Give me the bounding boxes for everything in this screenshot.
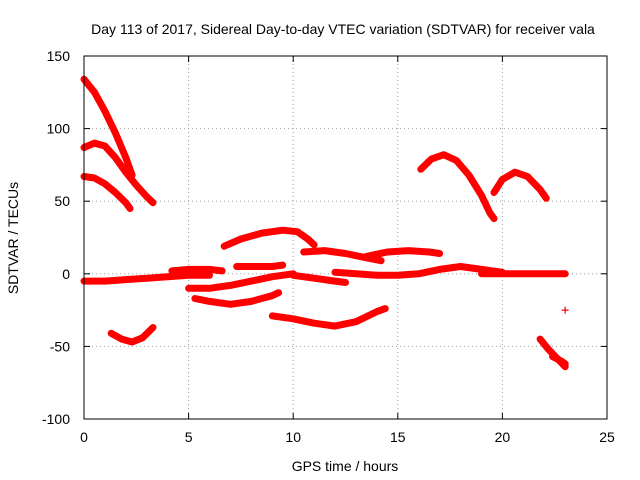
plot-frame [83, 55, 608, 420]
series-arc-03 [80, 173, 134, 212]
y-tick-label: 150 [47, 48, 71, 64]
y-tick-label: 100 [47, 121, 71, 137]
series-arc-11 [268, 305, 389, 330]
series-arc-20 [549, 353, 569, 368]
axis-ticks: 0 5 10 15 20 25 -100 -50 0 50 100 150 [42, 48, 615, 445]
x-axis-label: GPS time / hours [292, 458, 399, 474]
x-tick-label: 10 [285, 429, 301, 445]
series-arc-17 [490, 168, 550, 202]
series-arc-15 [362, 247, 444, 260]
series-arc-14 [331, 263, 506, 279]
series-arc-06 [168, 265, 226, 275]
series-arc-08 [191, 289, 283, 308]
series-arc-05 [107, 324, 157, 346]
x-tick-label: 25 [599, 429, 615, 445]
series-arc-13 [289, 271, 349, 286]
data-series [80, 75, 569, 371]
x-tick-label: 0 [80, 429, 88, 445]
y-tick-label: -50 [50, 338, 70, 354]
grid [84, 56, 607, 419]
data-point-point-01 [561, 306, 569, 314]
x-tick-label: 5 [185, 429, 193, 445]
series-arc-07 [185, 270, 297, 292]
x-tick-label: 20 [495, 429, 511, 445]
series-arc-01 [80, 75, 136, 179]
x-tick-label: 15 [390, 429, 406, 445]
series-arc-09 [220, 226, 318, 250]
y-tick-label: 0 [62, 266, 70, 282]
series-arc-02 [80, 139, 157, 207]
y-tick-label: 50 [54, 193, 70, 209]
series-arc-04 [80, 271, 213, 285]
y-tick-label: -100 [42, 411, 70, 427]
series-arc-16 [417, 151, 498, 223]
chart-title: Day 113 of 2017, Sidereal Day-to-day VTE… [91, 21, 595, 37]
series-arc-10 [233, 261, 287, 270]
y-axis-label: SDTVAR / TECUs [5, 182, 21, 294]
